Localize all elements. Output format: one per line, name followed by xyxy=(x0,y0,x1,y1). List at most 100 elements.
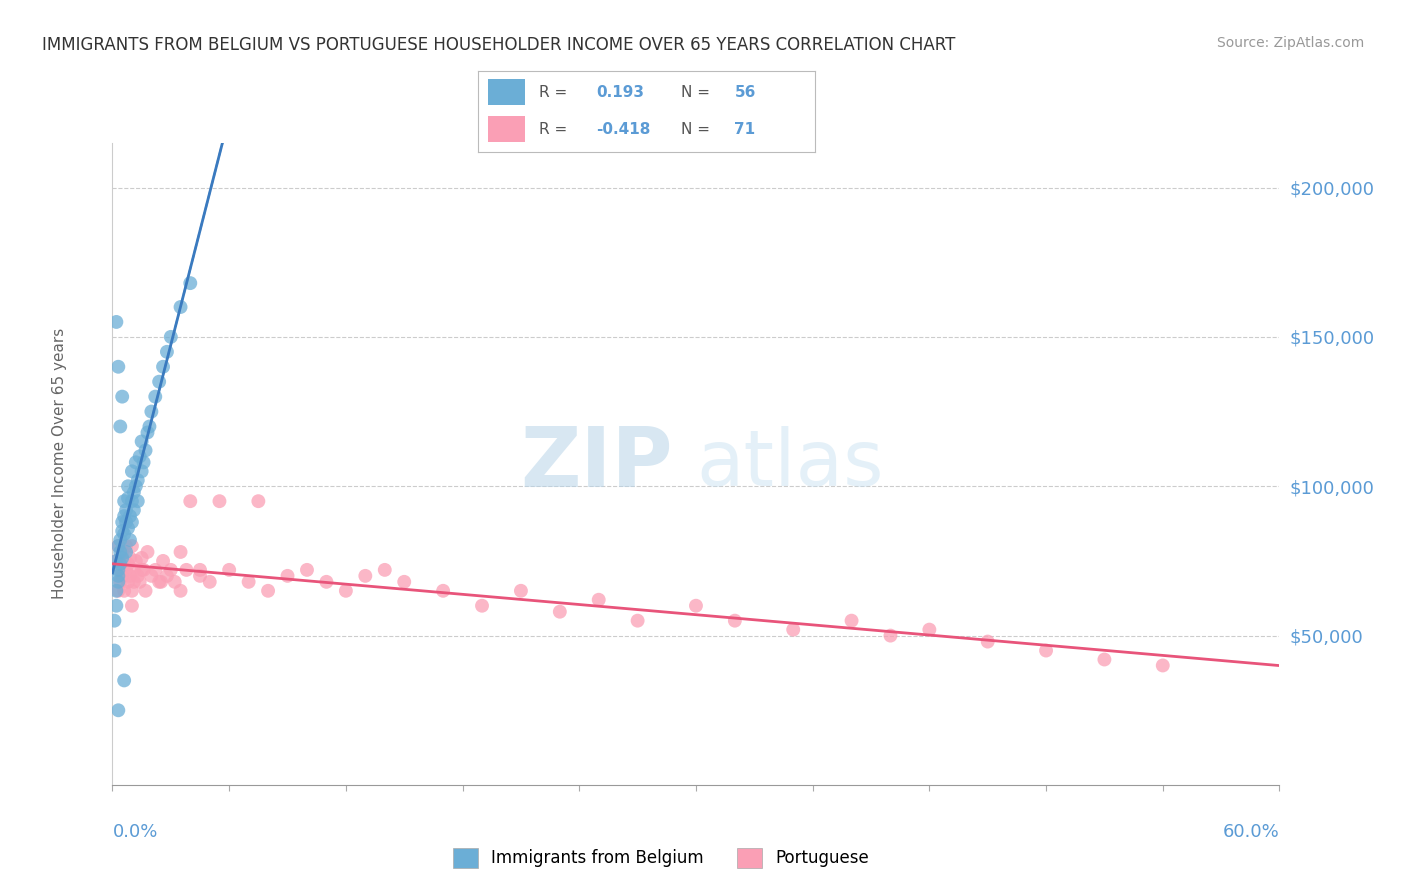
Text: 0.0%: 0.0% xyxy=(112,823,157,841)
Bar xyxy=(488,79,526,105)
Point xyxy=(121,539,143,553)
Point xyxy=(122,574,145,589)
Point xyxy=(315,574,337,589)
Point xyxy=(131,550,153,565)
Point xyxy=(132,563,155,577)
Point xyxy=(1152,658,1174,673)
Point xyxy=(176,563,198,577)
Point xyxy=(136,425,159,440)
Point xyxy=(105,599,128,613)
Point xyxy=(976,634,998,648)
Point xyxy=(841,614,863,628)
Point xyxy=(105,554,128,568)
Point xyxy=(1092,652,1115,666)
Point xyxy=(105,315,128,329)
Point xyxy=(118,533,141,547)
Point xyxy=(112,494,135,508)
Point xyxy=(169,300,191,314)
Point xyxy=(107,703,129,717)
Text: R =: R = xyxy=(538,85,567,100)
Point xyxy=(432,583,454,598)
Point xyxy=(179,494,201,508)
Point xyxy=(169,545,191,559)
Legend: Immigrants from Belgium, Portuguese: Immigrants from Belgium, Portuguese xyxy=(446,841,876,875)
Point xyxy=(115,515,138,529)
Point xyxy=(111,515,134,529)
Point xyxy=(111,545,134,559)
Point xyxy=(122,503,145,517)
Point xyxy=(131,464,153,478)
Point xyxy=(128,574,150,589)
Point xyxy=(112,554,135,568)
Point xyxy=(150,574,173,589)
Point xyxy=(1035,643,1057,657)
Point xyxy=(782,623,804,637)
Point xyxy=(208,494,231,508)
Point xyxy=(107,574,129,589)
Point xyxy=(127,494,149,508)
Point xyxy=(627,614,650,628)
Point xyxy=(107,539,129,553)
Point xyxy=(117,574,139,589)
Point xyxy=(188,569,211,583)
Point xyxy=(111,524,134,538)
Point xyxy=(117,521,139,535)
Text: Source: ZipAtlas.com: Source: ZipAtlas.com xyxy=(1216,36,1364,50)
Point xyxy=(685,599,707,613)
Point xyxy=(110,557,132,571)
Point xyxy=(509,583,531,598)
Text: 0.193: 0.193 xyxy=(596,85,644,100)
Point xyxy=(160,330,183,344)
Text: N =: N = xyxy=(681,121,710,136)
Text: R =: R = xyxy=(538,121,567,136)
Point xyxy=(117,491,139,506)
Point xyxy=(115,563,138,577)
Point xyxy=(115,545,138,559)
Text: 71: 71 xyxy=(734,121,755,136)
Point xyxy=(110,533,132,547)
Point xyxy=(118,569,141,583)
Point xyxy=(276,569,298,583)
Point xyxy=(111,569,134,583)
Point xyxy=(125,455,148,469)
Point xyxy=(122,485,145,500)
Point xyxy=(107,583,129,598)
Point xyxy=(257,583,280,598)
Point xyxy=(136,545,159,559)
Point xyxy=(548,605,571,619)
Point xyxy=(122,563,145,577)
Point xyxy=(127,473,149,487)
Text: 60.0%: 60.0% xyxy=(1223,823,1279,841)
Point xyxy=(247,494,270,508)
Point xyxy=(163,574,186,589)
Point xyxy=(218,563,240,577)
Point xyxy=(132,455,155,469)
Point xyxy=(392,574,416,589)
Point xyxy=(107,569,129,583)
Point xyxy=(879,629,901,643)
Point xyxy=(135,583,157,598)
Point xyxy=(117,479,139,493)
Point xyxy=(128,450,150,464)
Text: 56: 56 xyxy=(734,85,756,100)
Point xyxy=(121,599,143,613)
Point xyxy=(110,545,132,559)
Point xyxy=(118,509,141,524)
Point xyxy=(107,563,129,577)
Point xyxy=(198,574,221,589)
Point xyxy=(179,276,201,290)
Point xyxy=(105,583,128,598)
Point xyxy=(141,569,163,583)
Point xyxy=(169,583,191,598)
Point xyxy=(112,673,135,688)
Text: atlas: atlas xyxy=(696,425,883,502)
Point xyxy=(121,583,143,598)
Point xyxy=(112,509,135,524)
Point xyxy=(118,550,141,565)
Point xyxy=(125,554,148,568)
Point xyxy=(143,390,166,404)
Point xyxy=(121,464,143,478)
Point xyxy=(335,583,357,598)
Text: -0.418: -0.418 xyxy=(596,121,651,136)
Point xyxy=(156,569,179,583)
